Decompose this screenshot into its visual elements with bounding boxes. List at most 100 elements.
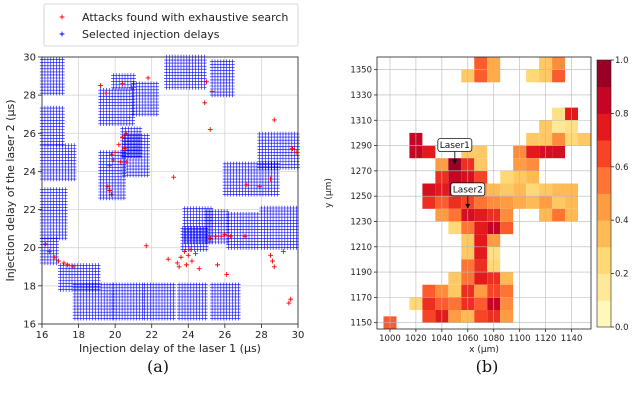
- selected-cluster: [226, 211, 260, 250]
- colorbar-tick-label: 0.6: [615, 163, 629, 173]
- chart-a-x-tick-label: 30: [292, 330, 305, 341]
- chart-a-x-tick-label: 16: [36, 330, 49, 341]
- heatmap-cell: [500, 272, 514, 285]
- legend-box: [43, 3, 299, 47]
- attack-point: [103, 90, 109, 96]
- attack-point: [207, 127, 213, 132]
- attack-point: [118, 159, 124, 165]
- colorbar-band: [597, 166, 611, 194]
- chart-a-y-tick-label: 16: [23, 320, 36, 331]
- heatmap-cell: [526, 145, 540, 159]
- heatmap-cell: [422, 297, 436, 311]
- attack-point: [171, 174, 177, 180]
- heatmap-cell: [448, 170, 462, 184]
- attack-point: [213, 233, 219, 239]
- heatmap-cell: [500, 196, 514, 209]
- caption-a: (a): [147, 357, 169, 376]
- chart-b-frame: [376, 56, 592, 330]
- attack-point: [123, 130, 129, 136]
- selected-cluster: [39, 105, 65, 147]
- attack-point: [120, 81, 125, 87]
- attack-point: [52, 254, 58, 260]
- chart-b-x-tick-label: 1140: [561, 334, 583, 344]
- attack-point: [65, 262, 70, 268]
- attack-point: [184, 262, 189, 268]
- attack-point: [288, 296, 294, 302]
- annotation-arrowhead: [465, 203, 471, 209]
- heatmap-cell: [526, 69, 540, 83]
- chart-a: 16 18 20 22 24 26 28 30 16 18 20 22 24 26 28 30 Injecti…: [4, 3, 305, 376]
- heatmap-cell: [552, 145, 566, 159]
- heatmap-cell: [474, 158, 488, 171]
- attack-point: [165, 256, 171, 262]
- chart-a-attacks-series: [43, 75, 299, 306]
- heatmap-cell: [422, 284, 436, 298]
- chart-b-y-tick-label: 1330: [350, 91, 372, 101]
- heatmap-cell: [526, 170, 540, 184]
- heatmap-cell: [474, 310, 488, 323]
- heatmap-cell: [422, 145, 436, 159]
- attack-point: [176, 264, 182, 270]
- chart-b-annotations: Laser1 Laser2: [437, 138, 486, 209]
- chart-b-x-tick-label: 1000: [379, 334, 401, 344]
- colorbar-band: [597, 140, 611, 168]
- attack-point: [121, 146, 127, 151]
- chart-b-y-tick-label: 1150: [350, 319, 372, 329]
- colorbar: 0.0 0.2 0.4 0.6 0.8 1.0: [596, 56, 629, 333]
- attack-point: [224, 272, 230, 277]
- selected-cluster: [209, 59, 235, 98]
- legend-marker-attacks-plus: [59, 14, 65, 20]
- heatmap-cell: [500, 297, 514, 311]
- heatmap-cell: [448, 310, 462, 323]
- selected-cluster: [111, 282, 145, 321]
- attack-point: [218, 233, 224, 239]
- selected-cluster: [164, 54, 207, 90]
- heatmap-cell: [448, 284, 462, 298]
- selected-cluster: [176, 282, 208, 321]
- chart-a-x-axis-label: Injection delay of the laser 1 (µs): [79, 342, 261, 355]
- attack-point: [120, 134, 125, 140]
- heatmap-cell: [500, 221, 514, 235]
- attack-point: [209, 88, 215, 94]
- attack-point: [227, 233, 233, 239]
- heatmap-cell: [474, 246, 488, 260]
- chart-a-y-axis-label: Injection delay of the laser 2 (µs): [4, 100, 17, 282]
- chart-b-x-tick-label: 1020: [405, 334, 427, 344]
- legend-label-selected: Selected injection delays: [82, 28, 220, 41]
- attack-point: [204, 79, 209, 85]
- attack-point: [189, 258, 195, 264]
- legend-label-attacks: Attacks found with exhaustive search: [82, 11, 288, 24]
- chart-a-y-tick-label: 22: [23, 205, 36, 216]
- chart-b-y-tick-label: 1230: [350, 217, 372, 227]
- heatmap-cell: [500, 310, 514, 323]
- heatmap-cell: [448, 272, 462, 285]
- attack-point: [182, 249, 188, 254]
- caption-b: (b): [476, 357, 499, 376]
- colorbar-tick-label: 0.2: [615, 270, 629, 280]
- attack-point: [222, 231, 228, 237]
- heatmap-cell: [526, 183, 540, 197]
- chart-b-x-axis-label: x (μm): [469, 345, 499, 355]
- attack-point: [280, 249, 286, 254]
- chart-b-y-tick-label: 1290: [350, 142, 372, 152]
- attack-point: [107, 188, 113, 193]
- chart-a-x-tick-label: 22: [145, 330, 158, 341]
- legend-marker-selected-plus: [59, 31, 65, 37]
- heatmap-cell: [474, 170, 488, 184]
- chart-b-y-tick-label: 1250: [350, 192, 372, 202]
- chart-a-selected-series: [39, 54, 300, 321]
- attack-point: [185, 252, 191, 258]
- annotation-box: [437, 138, 473, 152]
- chart-a-x-tick-label: 24: [182, 330, 195, 341]
- attack-point: [56, 258, 61, 264]
- heatmap-cell: [552, 196, 566, 209]
- attack-point: [290, 146, 295, 151]
- attack-point: [196, 266, 202, 272]
- chart-b-grid: [377, 57, 591, 329]
- selected-cluster: [122, 133, 150, 178]
- attack-point: [207, 235, 213, 241]
- attack-point: [109, 191, 114, 197]
- chart-b-x-tick-label: 1080: [483, 334, 505, 344]
- attack-point: [271, 264, 277, 270]
- attack-point: [178, 254, 184, 260]
